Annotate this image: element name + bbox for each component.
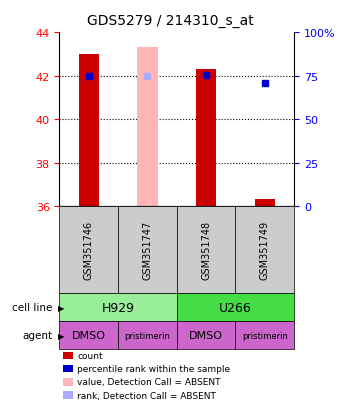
Text: U266: U266 bbox=[219, 301, 252, 314]
Text: GSM351748: GSM351748 bbox=[201, 221, 211, 279]
Text: value, Detection Call = ABSENT: value, Detection Call = ABSENT bbox=[77, 377, 221, 387]
Text: rank, Detection Call = ABSENT: rank, Detection Call = ABSENT bbox=[77, 391, 216, 400]
Bar bbox=[196, 70, 216, 206]
Text: percentile rank within the sample: percentile rank within the sample bbox=[77, 364, 230, 373]
Text: DMSO: DMSO bbox=[72, 330, 106, 340]
Text: count: count bbox=[77, 351, 103, 360]
Bar bbox=[255, 200, 275, 206]
Text: GSM351749: GSM351749 bbox=[260, 221, 270, 279]
Text: agent: agent bbox=[22, 330, 53, 340]
Text: ▶: ▶ bbox=[58, 303, 64, 312]
Text: cell line: cell line bbox=[12, 302, 53, 312]
Text: H929: H929 bbox=[102, 301, 135, 314]
Text: GDS5279 / 214310_s_at: GDS5279 / 214310_s_at bbox=[87, 14, 253, 28]
Text: ▶: ▶ bbox=[58, 331, 64, 340]
Bar bbox=[79, 55, 99, 206]
Text: GSM351747: GSM351747 bbox=[142, 220, 152, 280]
Text: pristimerin: pristimerin bbox=[124, 331, 170, 340]
Bar bbox=[137, 48, 158, 206]
Text: pristimerin: pristimerin bbox=[242, 331, 288, 340]
Text: DMSO: DMSO bbox=[189, 330, 223, 340]
Text: GSM351746: GSM351746 bbox=[84, 221, 94, 279]
